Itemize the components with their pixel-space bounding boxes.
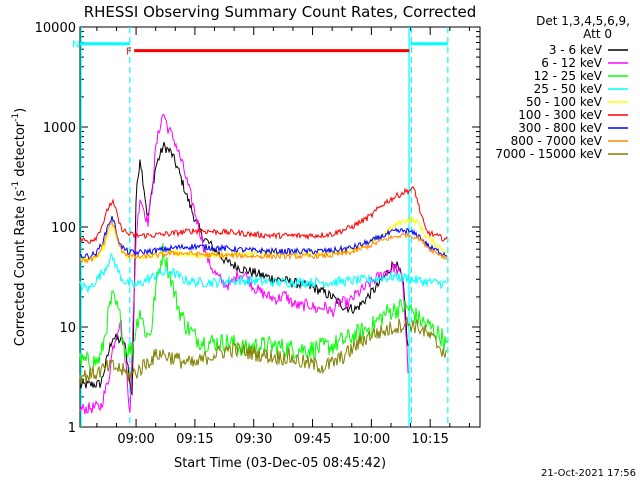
legend-label-6: 300 - 800 keV [518, 121, 602, 135]
legend-label-3: 25 - 50 keV [534, 82, 603, 96]
legend-label-7: 800 - 7000 keV [511, 134, 603, 148]
plot-area: 1 10 100 1000 10000 09:00 09:15 09:30 09:45 10:00… [35, 21, 481, 447]
axis-ticks: 1 10 100 1000 10000 09:00 09:15 09:30 09:45 10:00… [35, 21, 480, 447]
series-lines [79, 113, 448, 415]
legend-label-8: 7000 - 15000 keV [495, 147, 602, 161]
series-line-5 [79, 185, 448, 244]
x-tick-label: 09:45 [294, 432, 331, 447]
legend-header-line-2: Att 0 [583, 27, 612, 41]
y-label-main: Corrected Count Rate (s [13, 190, 28, 347]
flag-label-0: F [126, 47, 132, 58]
series-line-8 [79, 316, 447, 385]
x-tick-label: 10:15 [411, 432, 448, 447]
y-label-sup2: -1 [11, 113, 21, 122]
series-line-0 [79, 141, 409, 397]
y-label-mid: detector [13, 121, 28, 181]
flag-bars: FN [72, 40, 448, 58]
legend-header-line-1: Det 1,3,4,5,6,9, [536, 14, 630, 28]
flag-label-1: N [72, 40, 79, 51]
legend-label-4: 50 - 100 keV [526, 95, 603, 109]
x-tick-label: 09:00 [117, 432, 154, 447]
y-tick-label: 1000 [43, 121, 76, 136]
y-label-sup: -1 [11, 181, 21, 190]
y-axis-label: Corrected Count Rate (s-1 detector-1) [11, 108, 28, 346]
series-line-2 [79, 243, 448, 371]
series-line-7 [79, 220, 448, 265]
x-axis-label: Start Time (03-Dec-05 08:45:42) [174, 456, 386, 471]
legend-label-5: 100 - 300 keV [518, 108, 602, 122]
y-label-end: ) [13, 108, 28, 113]
legend-label-2: 12 - 25 keV [534, 69, 603, 83]
legend-label-0: 3 - 6 keV [549, 43, 603, 57]
x-tick-label: 09:30 [235, 432, 272, 447]
y-tick-label: 100 [51, 221, 76, 236]
footer-timestamp: 21-Oct-2021 17:56 [541, 468, 636, 479]
x-tick-label: 09:15 [176, 432, 213, 447]
x-tick-label: 10:00 [353, 432, 390, 447]
y-tick-label: 10000 [35, 21, 76, 36]
chart-title: RHESSI Observing Summary Count Rates, Co… [84, 3, 477, 21]
y-tick-label: 10 [59, 321, 76, 336]
y-tick-label: 1 [68, 421, 76, 436]
legend-label-1: 6 - 12 keV [541, 56, 603, 70]
series-line-1 [79, 113, 409, 415]
series-line-3 [79, 252, 448, 294]
series-line-6 [79, 216, 448, 261]
